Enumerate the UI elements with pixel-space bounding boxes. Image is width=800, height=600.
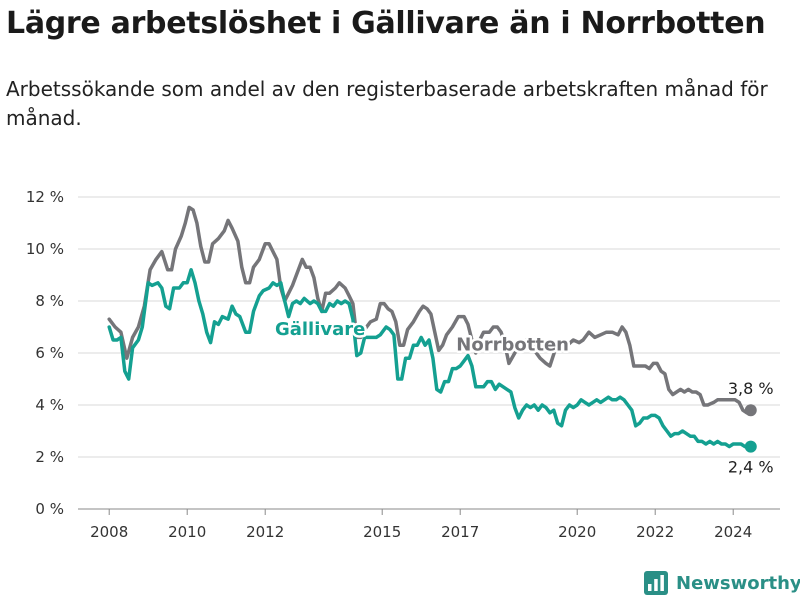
series-line-gallivare [107, 268, 753, 449]
series-label-norrbotten: Norrbotten [456, 334, 569, 355]
x-tick-label: 2024 [714, 523, 752, 541]
x-axis: 2008 2010 2012 2015 2017 2020 2022 2024 [90, 509, 752, 541]
x-tick-label: 2022 [636, 523, 674, 541]
end-point-norrbotten [744, 404, 757, 417]
chart-subtitle: Arbetssökande som andel av den registerb… [6, 77, 768, 130]
series-line-norrbotten [107, 205, 753, 415]
end-label-norrbotten: 3,8 % [728, 379, 774, 398]
y-tick-label: 6 % [35, 344, 64, 362]
x-tick-label: 2017 [441, 523, 479, 541]
bar-chart-logo-icon [644, 571, 668, 595]
brand-logo: Newsworthy [644, 568, 800, 598]
series-label-gallivare: Gällivare [275, 319, 365, 340]
x-tick-label: 2012 [246, 523, 284, 541]
y-tick-label: 8 % [35, 292, 64, 310]
y-tick-label: 12 % [26, 188, 64, 206]
series-lines [107, 205, 757, 453]
grid-lines [78, 196, 780, 510]
end-point-gallivare [744, 440, 757, 453]
x-tick-label: 2020 [558, 523, 596, 541]
series-labels: Norrbotten Gällivare 3,8 % 2,4 % [272, 316, 774, 477]
x-tick-label: 2008 [90, 523, 128, 541]
y-tick-label: 0 % [35, 500, 64, 518]
x-tick-label: 2010 [168, 523, 206, 541]
x-tick-label: 2015 [363, 523, 401, 541]
y-tick-label: 10 % [26, 240, 64, 258]
chart-title: Lägre arbetslöshet i Gällivare än i Norr… [6, 6, 766, 41]
y-tick-label: 4 % [35, 396, 64, 414]
y-tick-label: 2 % [35, 448, 64, 466]
end-label-gallivare: 2,4 % [728, 458, 774, 477]
y-axis: 0 % 2 % 4 % 6 % 8 % 10 % 12 % [26, 188, 64, 518]
brand-name: Newsworthy [676, 572, 800, 594]
